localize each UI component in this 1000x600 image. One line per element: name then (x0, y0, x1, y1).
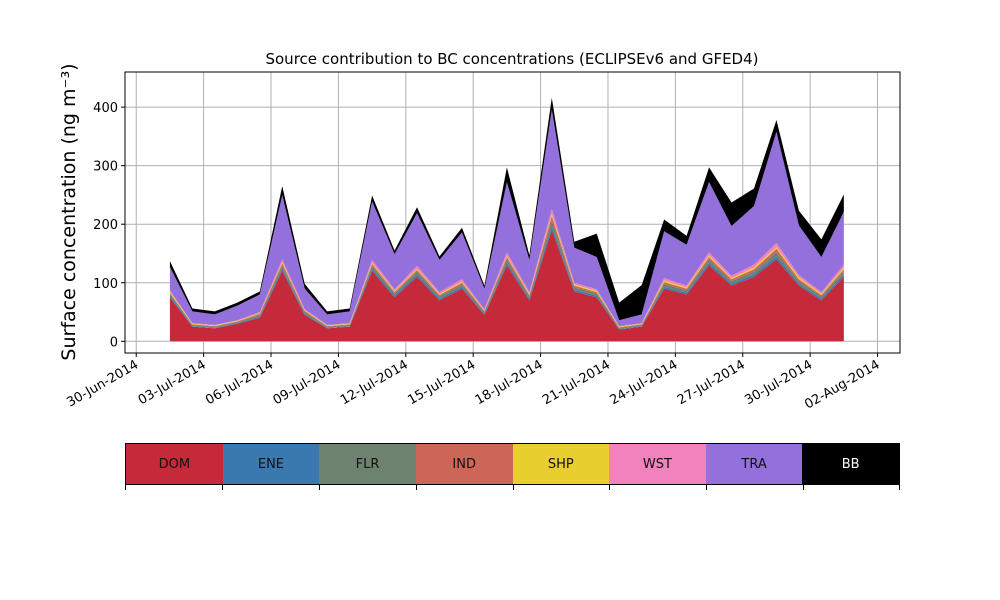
colorbar-ticks (125, 485, 900, 491)
x-tick-label: 09-Jul-2014 (271, 357, 344, 408)
legend-entry-shp: SHP (512, 444, 610, 484)
stacked-areas (169, 97, 844, 342)
colorbar-tick (899, 485, 900, 490)
y-tick-label: 100 (93, 277, 118, 292)
plot-frame (124, 71, 901, 354)
area-dom (169, 230, 844, 342)
x-tick-label: 15-Jul-2014 (405, 357, 478, 408)
x-tick-label: 24-Jul-2014 (608, 357, 681, 408)
legend-entry-ind: IND (415, 444, 513, 484)
legend-entry-ene: ENE (222, 444, 320, 484)
x-tick-label: 02-Aug-2014 (802, 357, 882, 412)
colorbar-tick (318, 485, 320, 490)
x-tick-label: 18-Jul-2014 (473, 357, 546, 408)
y-tick-label: 400 (93, 101, 118, 116)
source-colorbar-legend: DOM ENE FLR IND SHP WST TRA BB (125, 443, 900, 485)
y-tick-label: 0 (110, 335, 118, 350)
x-tick-label: 03-Jul-2014 (136, 357, 209, 408)
area-bb (169, 97, 844, 321)
x-tick-label: 21-Jul-2014 (540, 357, 613, 408)
legend-entry-bb: BB (802, 444, 899, 484)
x-tick-label: 06-Jul-2014 (203, 357, 276, 408)
chart-title: Source contribution to BC concentrations… (265, 50, 758, 68)
legend-entry-tra: TRA (705, 444, 803, 484)
colorbar-tick (803, 485, 805, 490)
x-tick-label: 30-Jun-2014 (64, 357, 141, 410)
legend-entry-wst: WST (609, 444, 706, 484)
colorbar-tick (512, 485, 514, 490)
legend-entry-dom: DOM (126, 444, 223, 484)
y-tick-label: 300 (93, 160, 118, 175)
area-tra (169, 109, 844, 327)
colorbar-tick (221, 485, 223, 490)
colorbar-tick (609, 485, 611, 490)
x-tick-label: 12-Jul-2014 (338, 357, 411, 408)
y-axis-label: Surface concentration (ng m⁻³) (58, 63, 80, 360)
colorbar-tick (125, 485, 126, 490)
x-tick-label: 27-Jul-2014 (675, 357, 748, 408)
legend-entry-flr: FLR (319, 444, 416, 484)
colorbar-tick (415, 485, 417, 490)
colorbar-tick (706, 485, 708, 490)
y-tick-label: 200 (93, 218, 118, 233)
